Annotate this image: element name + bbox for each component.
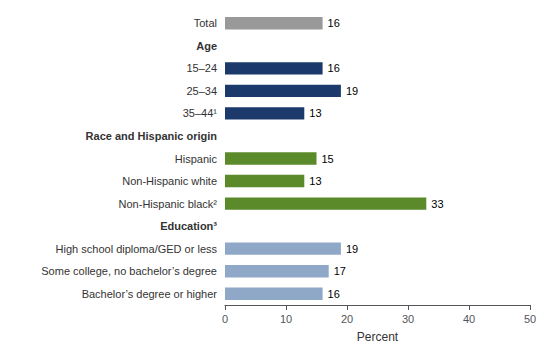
svg-text:10: 10: [280, 313, 292, 325]
svg-text:Education³: Education³: [160, 220, 217, 232]
svg-text:Hispanic: Hispanic: [175, 153, 218, 165]
svg-text:25–34: 25–34: [186, 85, 217, 97]
svg-text:40: 40: [463, 313, 475, 325]
svg-text:Non-Hispanic white: Non-Hispanic white: [122, 175, 217, 187]
svg-text:15: 15: [322, 153, 334, 165]
svg-text:50: 50: [524, 313, 536, 325]
svg-text:16: 16: [328, 288, 340, 300]
svg-text:13: 13: [309, 175, 321, 187]
svg-text:Race and Hispanic origin: Race and Hispanic origin: [86, 130, 218, 142]
svg-text:16: 16: [328, 17, 340, 29]
svg-text:13: 13: [309, 107, 321, 119]
svg-text:35–44¹: 35–44¹: [183, 107, 218, 119]
svg-text:High school diploma/GED or les: High school diploma/GED or less: [56, 243, 218, 255]
svg-text:0: 0: [222, 313, 228, 325]
svg-text:15–24: 15–24: [186, 62, 217, 74]
svg-text:16: 16: [328, 62, 340, 74]
svg-text:30: 30: [402, 313, 414, 325]
svg-text:17: 17: [334, 265, 346, 277]
svg-text:Total: Total: [194, 17, 217, 29]
svg-text:Bachelor’s degree or higher: Bachelor’s degree or higher: [82, 288, 218, 300]
svg-text:20: 20: [341, 313, 353, 325]
svg-text:Age: Age: [196, 40, 217, 52]
svg-text:19: 19: [346, 85, 358, 97]
svg-text:19: 19: [346, 243, 358, 255]
svg-text:Percent: Percent: [357, 330, 399, 344]
svg-text:33: 33: [431, 198, 443, 210]
svg-text:Some college, no bachelor’s de: Some college, no bachelor’s degree: [41, 265, 217, 277]
svg-text:Non-Hispanic black²: Non-Hispanic black²: [119, 198, 218, 210]
